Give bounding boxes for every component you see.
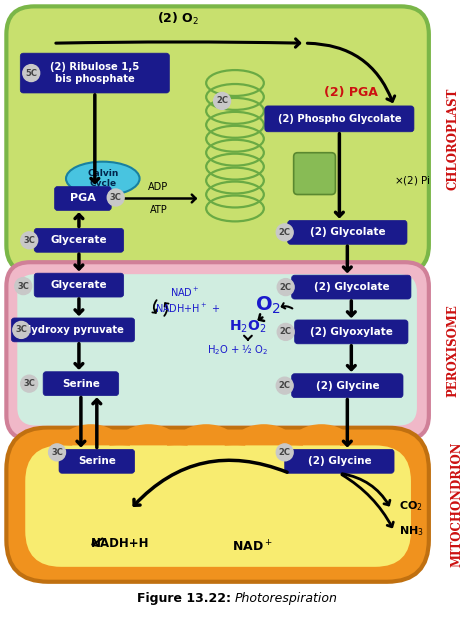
Circle shape xyxy=(15,277,32,295)
FancyBboxPatch shape xyxy=(34,229,124,252)
Circle shape xyxy=(13,321,30,339)
Text: 5C: 5C xyxy=(25,69,37,78)
FancyBboxPatch shape xyxy=(55,187,111,211)
Circle shape xyxy=(49,444,65,461)
Text: (2) Glycolate: (2) Glycolate xyxy=(309,227,385,237)
FancyBboxPatch shape xyxy=(7,428,429,582)
Circle shape xyxy=(277,323,294,341)
Text: H$_2$O + ½ O$_2$: H$_2$O + ½ O$_2$ xyxy=(207,342,269,357)
FancyBboxPatch shape xyxy=(11,318,135,342)
FancyBboxPatch shape xyxy=(284,449,394,473)
Text: Calvin
Cycle: Calvin Cycle xyxy=(87,169,119,188)
Text: NADH+H$^+$ +: NADH+H$^+$ + xyxy=(155,302,221,315)
FancyBboxPatch shape xyxy=(293,153,335,195)
Circle shape xyxy=(277,279,294,295)
Text: ATP: ATP xyxy=(150,205,167,216)
Text: (2) O$_2$: (2) O$_2$ xyxy=(157,11,199,27)
Text: Hydroxy pyruvate: Hydroxy pyruvate xyxy=(23,325,123,335)
Circle shape xyxy=(276,224,293,241)
Text: (2) Ribulose 1,5
bis phosphate: (2) Ribulose 1,5 bis phosphate xyxy=(50,62,139,84)
Text: CHLOROPLAST: CHLOROPLAST xyxy=(446,88,459,190)
FancyBboxPatch shape xyxy=(20,53,170,93)
Text: 2C: 2C xyxy=(280,328,292,336)
Circle shape xyxy=(214,93,230,109)
Text: O$_2$: O$_2$ xyxy=(255,294,281,316)
FancyBboxPatch shape xyxy=(25,446,411,567)
Text: ADP: ADP xyxy=(148,182,169,192)
FancyBboxPatch shape xyxy=(17,274,417,425)
Text: H$_2$O$_2$: H$_2$O$_2$ xyxy=(229,319,267,335)
Text: NADH+H: NADH+H xyxy=(91,538,149,551)
Text: NAD$^+$: NAD$^+$ xyxy=(232,540,272,554)
Text: Glycerate: Glycerate xyxy=(50,280,107,290)
Text: CO$_2$: CO$_2$ xyxy=(399,499,423,513)
Text: (2) Glycine: (2) Glycine xyxy=(316,381,379,391)
FancyBboxPatch shape xyxy=(288,221,407,244)
FancyBboxPatch shape xyxy=(292,374,403,397)
FancyBboxPatch shape xyxy=(7,262,429,439)
FancyBboxPatch shape xyxy=(265,106,414,132)
Text: NAD$^+$: NAD$^+$ xyxy=(171,286,200,298)
Text: 2C: 2C xyxy=(279,381,291,390)
FancyBboxPatch shape xyxy=(34,273,124,297)
Text: 2C: 2C xyxy=(279,228,291,237)
Circle shape xyxy=(276,377,293,394)
Text: 3C: 3C xyxy=(23,236,35,245)
Text: Photorespiration: Photorespiration xyxy=(235,592,338,605)
Text: PEROXISOME: PEROXISOME xyxy=(446,305,459,397)
FancyBboxPatch shape xyxy=(59,449,135,473)
Circle shape xyxy=(107,189,124,206)
Text: Serine: Serine xyxy=(62,379,100,389)
Text: 2C: 2C xyxy=(216,96,228,106)
Text: NH$_3$: NH$_3$ xyxy=(399,524,424,538)
FancyBboxPatch shape xyxy=(292,275,411,299)
Ellipse shape xyxy=(66,162,139,195)
Circle shape xyxy=(21,375,38,392)
Text: PGA: PGA xyxy=(70,193,96,203)
Circle shape xyxy=(276,444,293,461)
Text: (2) PGA: (2) PGA xyxy=(325,87,378,99)
Text: 3C: 3C xyxy=(23,379,35,388)
Text: 3C: 3C xyxy=(51,448,63,457)
Text: $\times$(2) Pi: $\times$(2) Pi xyxy=(394,174,431,187)
FancyBboxPatch shape xyxy=(295,320,408,344)
Text: 3C: 3C xyxy=(17,282,29,290)
Text: (2) Glycine: (2) Glycine xyxy=(308,456,371,467)
Text: 3C: 3C xyxy=(110,193,122,202)
Text: 3C: 3C xyxy=(16,326,27,334)
Text: (2) Phospho Glycolate: (2) Phospho Glycolate xyxy=(277,114,401,124)
Text: 2C: 2C xyxy=(280,282,292,292)
Text: (2) Glyoxylate: (2) Glyoxylate xyxy=(310,327,393,337)
Circle shape xyxy=(23,65,40,82)
Text: Figure 13.22:: Figure 13.22: xyxy=(137,592,235,605)
Text: 2C: 2C xyxy=(279,448,291,457)
Text: Glycerate: Glycerate xyxy=(50,235,107,245)
Text: Serine: Serine xyxy=(78,456,116,467)
Circle shape xyxy=(21,232,38,249)
FancyBboxPatch shape xyxy=(7,6,429,273)
FancyBboxPatch shape xyxy=(43,371,119,396)
Text: MITOCHONDRION: MITOCHONDRION xyxy=(450,441,463,567)
Text: (2) Glycolate: (2) Glycolate xyxy=(314,282,389,292)
